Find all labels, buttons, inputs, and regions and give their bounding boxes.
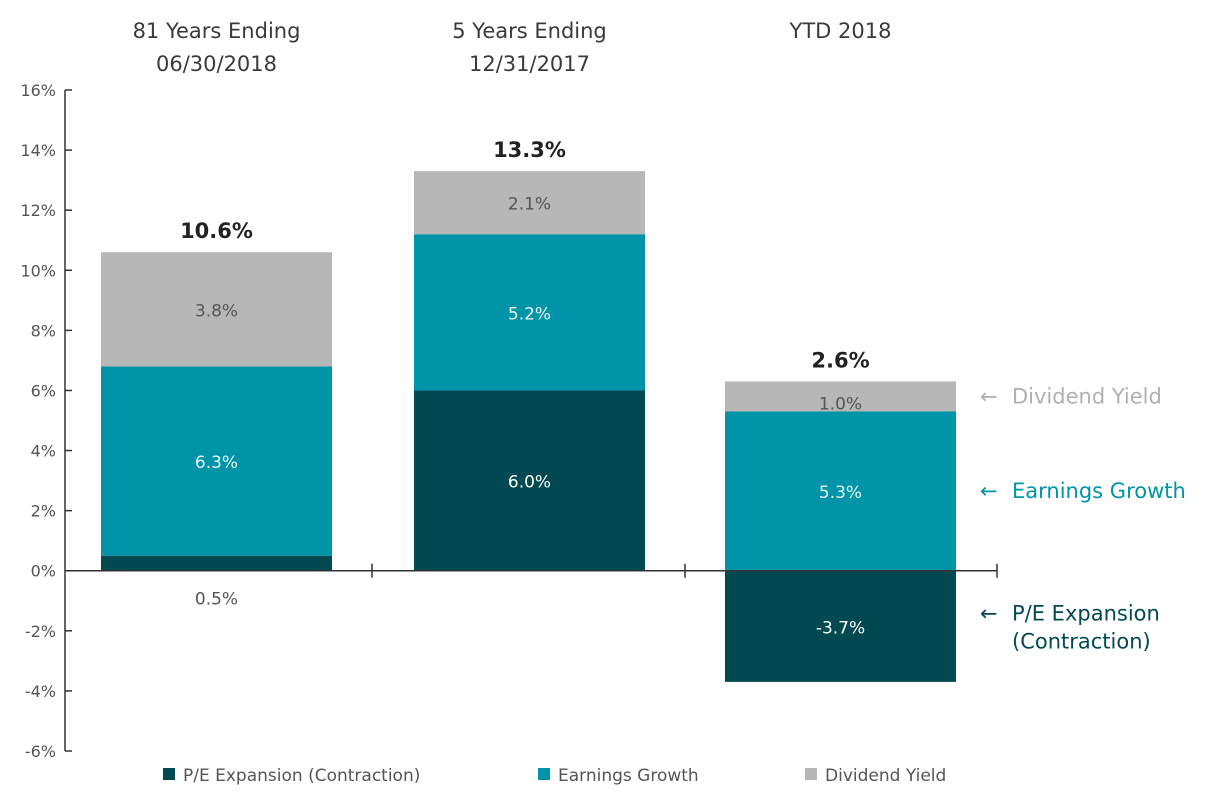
category-title: 12/31/2017 bbox=[469, 52, 590, 76]
data-label-pe: 0.5% bbox=[195, 590, 238, 610]
bar-earnings bbox=[101, 366, 332, 556]
bar-pe bbox=[414, 390, 645, 571]
bar-pe bbox=[725, 570, 956, 682]
y-tick-label: 2% bbox=[31, 502, 56, 521]
bar-earnings bbox=[725, 411, 956, 571]
annotations: ← Dividend Yield ← Earnings Growth ← P/E Expa… bbox=[980, 384, 1186, 653]
category-title: 81 Years Ending bbox=[133, 19, 301, 43]
bars: 0.5% 6.0% -3.7% 6.3% 5.2% 5.3% 3.8% 2.1% 1.0% 10.… bbox=[101, 138, 956, 682]
legend: P/E Expansion (Contraction) Earnings Grow… bbox=[163, 766, 946, 786]
y-tick-label: 6% bbox=[31, 381, 56, 400]
y-tick-label: -4% bbox=[25, 682, 56, 701]
legend-swatch-earnings bbox=[538, 768, 550, 780]
bar-dividend bbox=[101, 252, 332, 367]
y-tick-label: -2% bbox=[25, 622, 56, 641]
data-label-earnings: 5.2% bbox=[508, 304, 551, 324]
bar-pe bbox=[101, 555, 332, 571]
data-label-earnings: 6.3% bbox=[195, 453, 238, 473]
category-title: 5 Years Ending bbox=[452, 19, 607, 43]
annotation-pe: (Contraction) bbox=[1012, 629, 1151, 653]
data-label-pe: 6.0% bbox=[508, 473, 551, 493]
y-tick-label: 0% bbox=[31, 562, 56, 581]
y-tick-label: 10% bbox=[20, 261, 56, 280]
legend-label-pe: P/E Expansion (Contraction) bbox=[183, 766, 420, 786]
legend-label-dividend: Dividend Yield bbox=[825, 766, 946, 786]
legend-swatch-dividend bbox=[805, 768, 817, 780]
y-tick-label: 14% bbox=[20, 141, 56, 160]
annotation-arrow-pe: ← bbox=[980, 601, 998, 625]
legend-label-earnings: Earnings Growth bbox=[558, 766, 699, 786]
annotation-dividend: Dividend Yield bbox=[1012, 384, 1162, 408]
bar-dividend bbox=[725, 381, 956, 412]
data-label-earnings: 5.3% bbox=[819, 483, 862, 503]
y-tick-label: 12% bbox=[20, 201, 56, 220]
category-title: YTD 2018 bbox=[789, 19, 892, 43]
y-tick-label: 8% bbox=[31, 321, 56, 340]
zero-axis bbox=[65, 563, 998, 578]
y-tick-label: 4% bbox=[31, 442, 56, 461]
category-title: 06/30/2018 bbox=[156, 52, 277, 76]
total-label: 10.6% bbox=[180, 219, 253, 243]
y-tick-label: 16% bbox=[20, 81, 56, 100]
total-label: 13.3% bbox=[493, 138, 566, 162]
annotation-arrow-dividend: ← bbox=[980, 384, 998, 408]
y-axis: -6% -4% -2% 0% 2% 4% 6% 8% 10% 12% 14% 16% bbox=[20, 81, 72, 761]
data-label-dividend: 2.1% bbox=[508, 195, 551, 215]
data-label-dividend: 1.0% bbox=[819, 394, 862, 414]
total-label: 2.6% bbox=[811, 348, 869, 372]
annotation-arrow-earnings: ← bbox=[980, 479, 998, 503]
y-tick-label: -6% bbox=[25, 742, 56, 761]
data-label-dividend: 3.8% bbox=[195, 301, 238, 321]
annotation-earnings: Earnings Growth bbox=[1012, 479, 1186, 503]
data-label-pe: -3.7% bbox=[816, 618, 865, 638]
category-titles: 81 Years Ending 06/30/2018 5 Years Ending 1… bbox=[133, 19, 892, 76]
bar-earnings bbox=[414, 234, 645, 391]
legend-swatch-pe bbox=[163, 768, 175, 780]
annotation-pe: P/E Expansion bbox=[1012, 601, 1160, 625]
bar-dividend bbox=[414, 171, 645, 235]
